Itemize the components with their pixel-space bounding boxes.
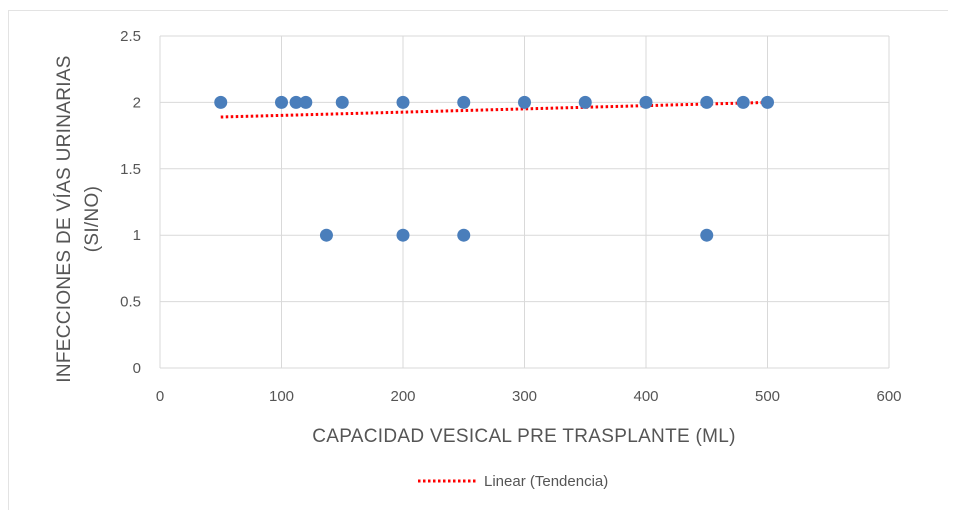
- data-point: [700, 228, 714, 242]
- chart-frame: [8, 10, 948, 510]
- y-tick-label: 0.5: [120, 294, 141, 311]
- x-tick-label: 0: [156, 388, 164, 405]
- data-point: [275, 95, 288, 109]
- x-tick-label: 100: [269, 388, 294, 405]
- trendline: [220, 100, 768, 119]
- y-axis-title-line-1: INFECCIONES DE VÍAS URINARIAS: [54, 55, 75, 383]
- data-point: [736, 95, 750, 109]
- x-axis-title: CAPACIDAD VESICAL PRE TRASPLANTE (ML): [312, 426, 736, 447]
- data-points: [214, 95, 774, 242]
- y-tick-label: 2.5: [120, 28, 141, 45]
- legend: Linear (Tendencia): [418, 473, 608, 490]
- data-point: [457, 228, 471, 242]
- data-point: [700, 95, 714, 109]
- data-point: [639, 95, 653, 109]
- x-tick-label: 200: [390, 388, 415, 405]
- y-axis-ticks: 0 0.5 1 1.5 2 2.5: [120, 28, 141, 377]
- trendline-group: [220, 100, 768, 119]
- grid-lines: [159, 35, 890, 369]
- data-point: [289, 95, 303, 109]
- x-tick-label: 600: [876, 388, 901, 405]
- y-tick-label: 1: [133, 227, 141, 244]
- y-axis-title: INFECCIONES DE VÍAS URINARIAS (SI/NO): [54, 55, 103, 383]
- data-point: [761, 95, 774, 109]
- x-tick-label: 400: [633, 388, 658, 405]
- data-point: [319, 228, 333, 242]
- y-tick-label: 0: [133, 360, 141, 377]
- y-tick-label: 1.5: [120, 161, 141, 178]
- x-tick-label: 300: [512, 388, 537, 405]
- legend-trendline-label: Linear (Tendencia): [484, 473, 608, 490]
- data-point: [335, 95, 349, 109]
- data-point: [396, 95, 410, 109]
- y-axis-title-line-2: (SI/NO): [82, 186, 103, 253]
- data-point: [457, 95, 471, 109]
- data-point: [299, 95, 313, 109]
- data-point: [396, 228, 410, 242]
- x-axis-ticks: 0 100 200 300 400 500 600: [156, 388, 902, 405]
- data-point: [578, 95, 592, 109]
- data-point: [518, 95, 531, 109]
- y-tick-label: 2: [133, 94, 141, 111]
- x-tick-label: 500: [755, 388, 780, 405]
- data-point: [214, 95, 228, 109]
